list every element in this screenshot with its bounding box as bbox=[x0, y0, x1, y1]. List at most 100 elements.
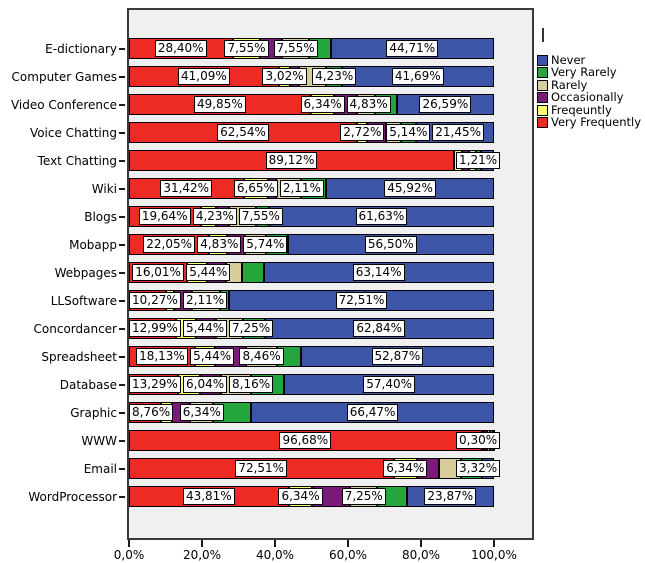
category-tick-mark bbox=[119, 467, 125, 470]
category-label: Text Chatting bbox=[37, 154, 117, 168]
bar-row-video-conference: 49,85% 6,34% 4,83% 26,59% bbox=[129, 94, 494, 115]
category-label: Graphic bbox=[70, 406, 117, 420]
value-label-very_rarely: 1,21% bbox=[456, 152, 501, 169]
legend-label: Freqeuntly bbox=[551, 102, 612, 117]
category-tick-mark bbox=[119, 495, 125, 498]
x-axis-tick-label: 100,0% bbox=[471, 548, 517, 562]
bar-row-concordancer: 12,99% 5,44% 7,25% 62,84% bbox=[129, 318, 494, 339]
bar-row-spreadsheet: 18,13% 5,44% 8,46% 52,87% bbox=[129, 346, 494, 367]
value-label-rarely: 7,25% bbox=[341, 488, 386, 505]
legend-swatch-frequently bbox=[537, 104, 548, 116]
category-tick-mark bbox=[119, 299, 125, 302]
category-tick-mark bbox=[119, 187, 125, 190]
x-axis-tick bbox=[493, 540, 495, 547]
value-label-very_frequently: 22,05% bbox=[143, 236, 195, 253]
category-tick-mark bbox=[119, 355, 125, 358]
value-label-frequently: 5,44% bbox=[186, 264, 231, 281]
x-axis-tick-label: 80,0% bbox=[401, 548, 441, 562]
x-axis-tick-label: 60,0% bbox=[328, 548, 368, 562]
value-label-rarely: 6,34% bbox=[179, 404, 224, 421]
value-label-frequently: 6,65% bbox=[233, 180, 278, 197]
legend-swatch-never bbox=[537, 55, 548, 66]
category-tick-mark bbox=[119, 47, 125, 50]
bar-row-text-chatting: 89,12% 1,21% bbox=[129, 150, 501, 171]
value-label-very_frequently: 43,81% bbox=[182, 488, 235, 505]
legend-label: Rarely bbox=[551, 77, 588, 92]
value-label-never: 3,32% bbox=[456, 460, 501, 477]
value-label-rarely: 7,25% bbox=[229, 320, 274, 337]
bar-row-email: 72,51% 6,34% 3,32% bbox=[129, 458, 501, 479]
value-label-frequently: 6,34% bbox=[300, 96, 345, 113]
value-label-very_frequently: 8,76% bbox=[129, 404, 174, 421]
value-label-frequently: 5,44% bbox=[183, 320, 228, 337]
value-label-very_frequently: 10,27% bbox=[129, 292, 181, 309]
value-label-never: 44,71% bbox=[386, 40, 439, 57]
value-label-never: 52,87% bbox=[371, 348, 424, 365]
category-tick-mark bbox=[119, 271, 125, 274]
category-tick-mark bbox=[119, 411, 125, 414]
bar-row-wordprocessor: 43,81% 6,34% 7,25% 23,87% bbox=[129, 486, 494, 507]
bar-row-database: 13,29% 6,04% 8,16% 57,40% bbox=[129, 374, 494, 395]
value-label-never: 66,47% bbox=[346, 404, 399, 421]
value-label-frequently: 3,02% bbox=[262, 68, 307, 85]
x-axis-tick bbox=[420, 540, 422, 547]
value-label-never: 21,45% bbox=[432, 124, 484, 141]
value-label-very_frequently: 96,68% bbox=[279, 432, 332, 449]
value-label-frequently: 6,34% bbox=[278, 488, 323, 505]
category-label: Webpages bbox=[54, 266, 117, 280]
x-axis-tick-label: 20,0% bbox=[182, 548, 222, 562]
value-label-very_frequently: 31,42% bbox=[160, 180, 213, 197]
value-label-never: 57,40% bbox=[363, 376, 415, 393]
category-label: WWW bbox=[81, 434, 117, 448]
value-label-frequently: 7,55% bbox=[224, 40, 269, 57]
x-axis-tick bbox=[274, 540, 276, 547]
legend-swatch-very_frequently bbox=[537, 117, 548, 128]
category-label: Email bbox=[83, 462, 117, 476]
category-tick-mark bbox=[119, 103, 125, 106]
value-label-rarely: 5,74% bbox=[243, 236, 288, 253]
bar-row-blogs: 19,64% 4,23% 7,55% 61,63% bbox=[129, 206, 494, 227]
bar-row-wiki: 31,42% 6,65% 2,11% 45,92% bbox=[129, 178, 494, 199]
category-label: E-dictionary bbox=[45, 42, 117, 56]
value-label-frequently: 2,72% bbox=[340, 124, 385, 141]
category-label: Mobapp bbox=[69, 238, 117, 252]
value-label-frequently: 6,34% bbox=[383, 460, 428, 477]
value-label-rarely: 7,55% bbox=[273, 40, 318, 57]
value-label-very_frequently: 62,54% bbox=[217, 124, 269, 141]
value-label-very_frequently: 41,09% bbox=[177, 68, 230, 85]
value-label-never: 26,59% bbox=[419, 96, 472, 113]
value-label-very_rarely: 4,23% bbox=[312, 68, 357, 85]
category-tick-mark bbox=[119, 243, 125, 246]
plot-area: 28,40% 7,55% 7,55% 44,71% 41,09% 3,02% 4,23% 41… bbox=[127, 8, 534, 540]
value-label-never: 62,84% bbox=[353, 320, 406, 337]
x-axis-tick bbox=[347, 540, 349, 547]
category-tick-mark bbox=[119, 131, 125, 134]
x-axis-tick-label: 0,0% bbox=[113, 548, 145, 562]
value-label-never: 0,30% bbox=[456, 432, 501, 449]
value-label-very_frequently: 16,01% bbox=[132, 264, 184, 281]
bar-row-voice-chatting: 62,54% 2,72% 5,14% 21,45% bbox=[129, 122, 494, 143]
value-label-occasionally: 2,11% bbox=[279, 180, 324, 197]
bar-row-www: 96,68% 0,30% bbox=[129, 430, 501, 451]
category-label: Wiki bbox=[91, 182, 117, 196]
value-label-very_frequently: 28,40% bbox=[154, 40, 207, 57]
category-label: Database bbox=[59, 378, 117, 392]
value-label-never: 23,87% bbox=[424, 488, 477, 505]
legend-label: Very Frequently bbox=[551, 115, 642, 129]
bar-segment-very_rarely bbox=[241, 262, 264, 283]
value-label-very_frequently: 13,29% bbox=[129, 376, 181, 393]
category-tick-mark bbox=[119, 439, 125, 442]
value-label-occasionally: 5,14% bbox=[386, 124, 431, 141]
value-label-rarely: 7,55% bbox=[238, 208, 283, 225]
category-label: Computer Games bbox=[11, 70, 117, 84]
value-label-frequently: 5,44% bbox=[190, 348, 235, 365]
category-tick-mark bbox=[119, 383, 125, 386]
category-label: Video Conference bbox=[10, 98, 117, 112]
value-label-frequently: 6,04% bbox=[183, 376, 228, 393]
category-tick-mark bbox=[119, 159, 125, 162]
legend-swatch-occasionally bbox=[537, 92, 548, 104]
value-label-very_frequently: 72,51% bbox=[235, 460, 288, 477]
bar-row-mobapp: 22,05% 4,83% 5,74% 56,50% bbox=[129, 234, 494, 255]
category-tick-mark bbox=[119, 327, 125, 330]
